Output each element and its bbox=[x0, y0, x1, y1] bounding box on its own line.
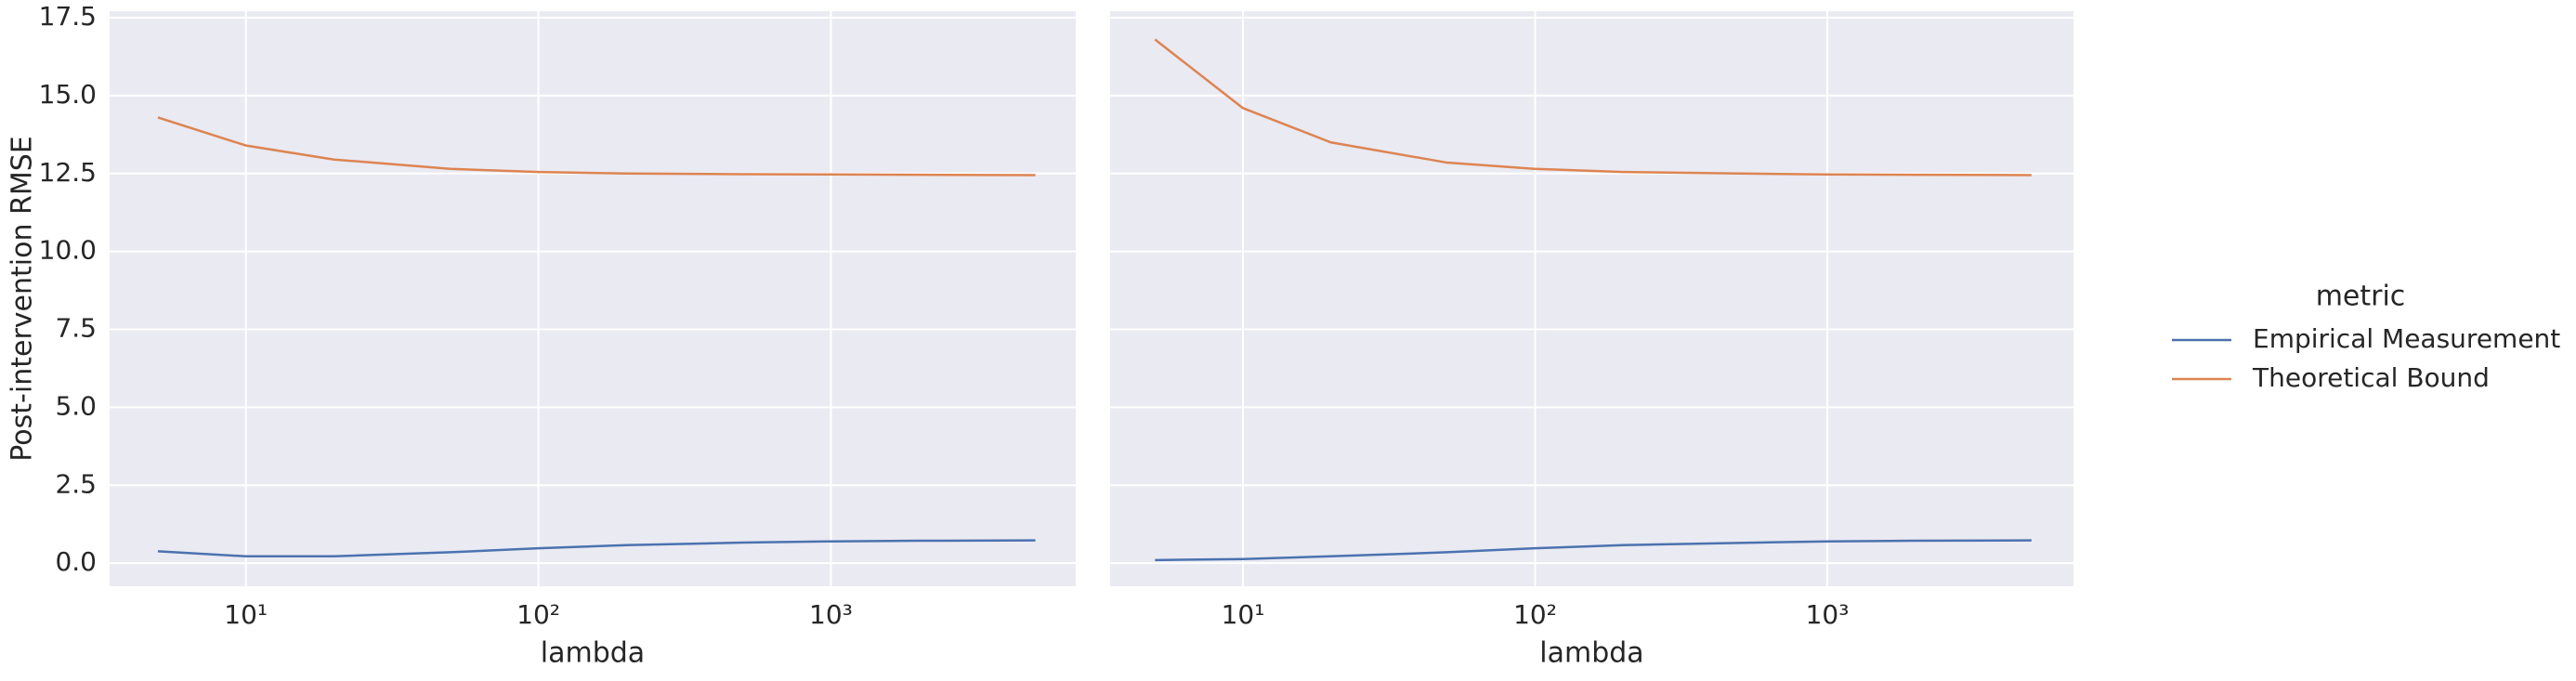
y-tick-label: 12.5 bbox=[39, 157, 97, 188]
x-axis-label: lambda bbox=[541, 637, 645, 670]
legend-label: Theoretical Bound bbox=[2252, 362, 2490, 393]
x-tick-label: 10² bbox=[1513, 599, 1557, 630]
y-tick-label: 15.0 bbox=[39, 79, 97, 110]
y-tick-label: 7.5 bbox=[55, 313, 97, 344]
y-tick-label: 0.0 bbox=[55, 546, 97, 577]
legend-title: metric bbox=[2316, 281, 2406, 313]
x-axis-label: lambda bbox=[1539, 637, 1643, 670]
x-tick-label: 10³ bbox=[809, 599, 853, 630]
x-tick-label: 10¹ bbox=[1222, 599, 1265, 630]
y-tick-label: 2.5 bbox=[55, 468, 97, 499]
plot-background bbox=[1110, 11, 2073, 586]
line bbox=[157, 539, 1036, 558]
x-tick-label: 10¹ bbox=[224, 599, 268, 630]
x-tick-label: 10² bbox=[517, 599, 560, 630]
line bbox=[157, 116, 1036, 177]
line bbox=[1154, 38, 2032, 177]
legend-label: Empirical Measurement bbox=[2253, 323, 2560, 354]
y-tick-label: 17.5 bbox=[39, 1, 97, 32]
y-axis-label: Post-intervention RMSE bbox=[7, 136, 39, 461]
y-tick-label: 5.0 bbox=[55, 390, 97, 421]
line bbox=[1155, 539, 2032, 562]
x-tick-label: 10³ bbox=[1806, 599, 1850, 630]
plot-background bbox=[110, 11, 1076, 586]
y-tick-label: 10.0 bbox=[39, 235, 97, 266]
